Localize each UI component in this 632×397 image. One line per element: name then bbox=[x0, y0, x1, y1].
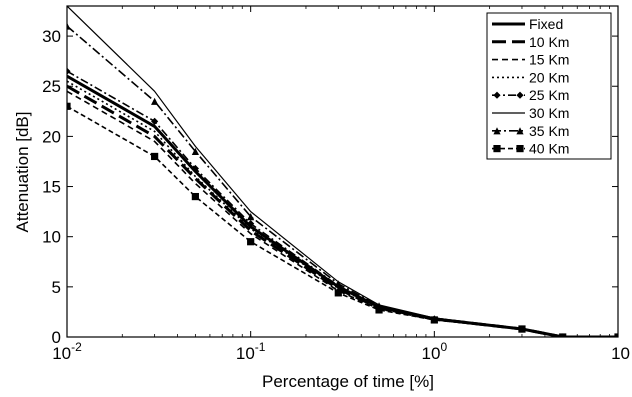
legend-label-30-km: 30 Km bbox=[529, 105, 569, 121]
y-axis-label: Attenuation [dB] bbox=[13, 112, 32, 233]
y-tick-label: 5 bbox=[52, 278, 61, 297]
y-tick-label: 15 bbox=[42, 178, 61, 197]
data-point-25-km bbox=[191, 164, 199, 173]
series-line-15-km bbox=[67, 90, 618, 337]
series-line-40-km bbox=[67, 105, 618, 337]
legend-marker-40-km bbox=[493, 145, 501, 153]
axes: 0 5 10 15 20 25 30 10-2 10-1 100 10 bbox=[42, 5, 630, 363]
data-point-35-km bbox=[191, 147, 199, 156]
legend-label-35-km: 35 Km bbox=[529, 123, 569, 139]
series-line-35-km bbox=[67, 25, 618, 337]
plot-area bbox=[67, 6, 618, 337]
data-point-40-km bbox=[375, 306, 383, 314]
legend-label-fixed: Fixed bbox=[529, 16, 563, 32]
legend-box bbox=[486, 12, 612, 160]
legend-marker-35-km bbox=[493, 127, 501, 135]
x-tick-label: 10-1 bbox=[236, 340, 266, 363]
data-point-40-km bbox=[151, 152, 159, 161]
data-point-40-km bbox=[191, 192, 199, 201]
legend-label-25-km: 25 Km bbox=[529, 87, 569, 103]
data-point-25-km bbox=[151, 117, 159, 125]
legend-marker-25-km bbox=[516, 91, 524, 99]
y-tick-label: 0 bbox=[52, 328, 61, 347]
legend-label-10-km: 10 Km bbox=[529, 34, 569, 50]
data-point-40-km bbox=[334, 289, 342, 297]
data-point-35-km bbox=[334, 280, 342, 288]
axes-frame bbox=[66, 5, 619, 338]
legend-label-40-km: 40 Km bbox=[529, 141, 569, 157]
data-point-35-km bbox=[67, 22, 71, 30]
data-point-40-km bbox=[67, 102, 71, 110]
data-point-35-km bbox=[247, 213, 255, 221]
x-tick-label: 10-2 bbox=[52, 340, 82, 363]
data-point-40-km bbox=[518, 325, 526, 333]
y-tick-label: 30 bbox=[42, 27, 61, 46]
series-line-20-km bbox=[67, 80, 618, 337]
legend-marker-40-km bbox=[516, 145, 524, 153]
y-tick-label: 25 bbox=[42, 77, 61, 96]
legend-label-20-km: 20 Km bbox=[529, 69, 569, 85]
data-point-25-km bbox=[247, 220, 255, 228]
data-point-40-km bbox=[614, 333, 618, 337]
x-axis-label: Percentage of time [%] bbox=[262, 372, 434, 391]
data-point-25-km bbox=[67, 67, 71, 75]
data-point-40-km bbox=[430, 316, 438, 324]
data-point-40-km bbox=[247, 238, 255, 246]
data-point-35-km bbox=[151, 97, 159, 105]
legend-label-15-km: 15 Km bbox=[529, 52, 569, 68]
x-tick-label: 100 bbox=[422, 340, 448, 363]
y-tick-label: 10 bbox=[42, 228, 61, 247]
y-tick-label: 20 bbox=[42, 127, 61, 146]
legend-marker-35-km bbox=[516, 127, 524, 135]
x-tick-label: 10 bbox=[611, 344, 630, 363]
legend-marker-25-km bbox=[493, 91, 501, 99]
